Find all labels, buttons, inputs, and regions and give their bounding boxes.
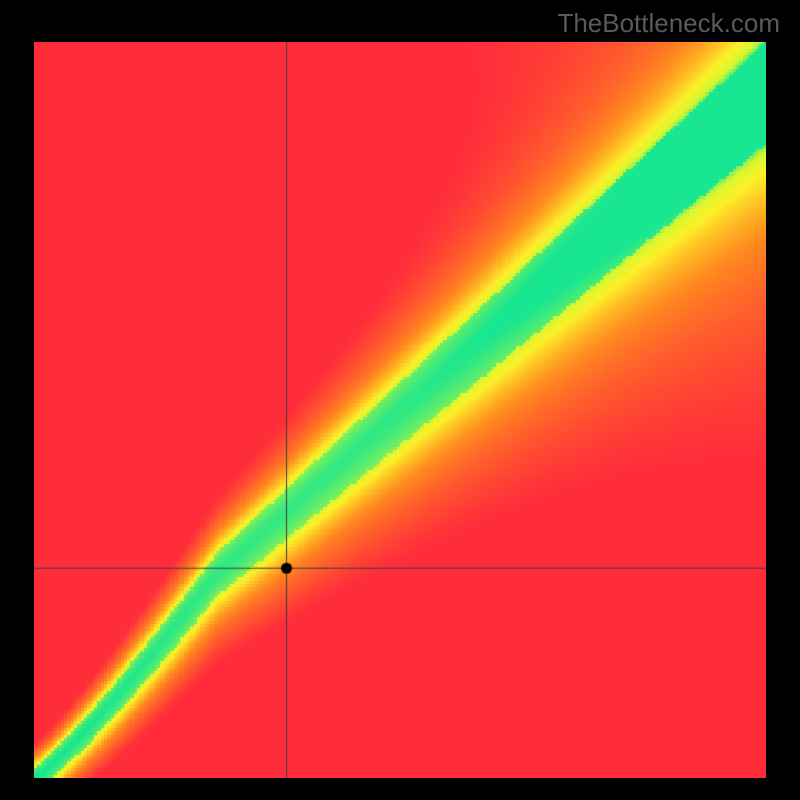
watermark-text: TheBottleneck.com <box>557 8 780 39</box>
bottleneck-heatmap <box>34 42 766 778</box>
